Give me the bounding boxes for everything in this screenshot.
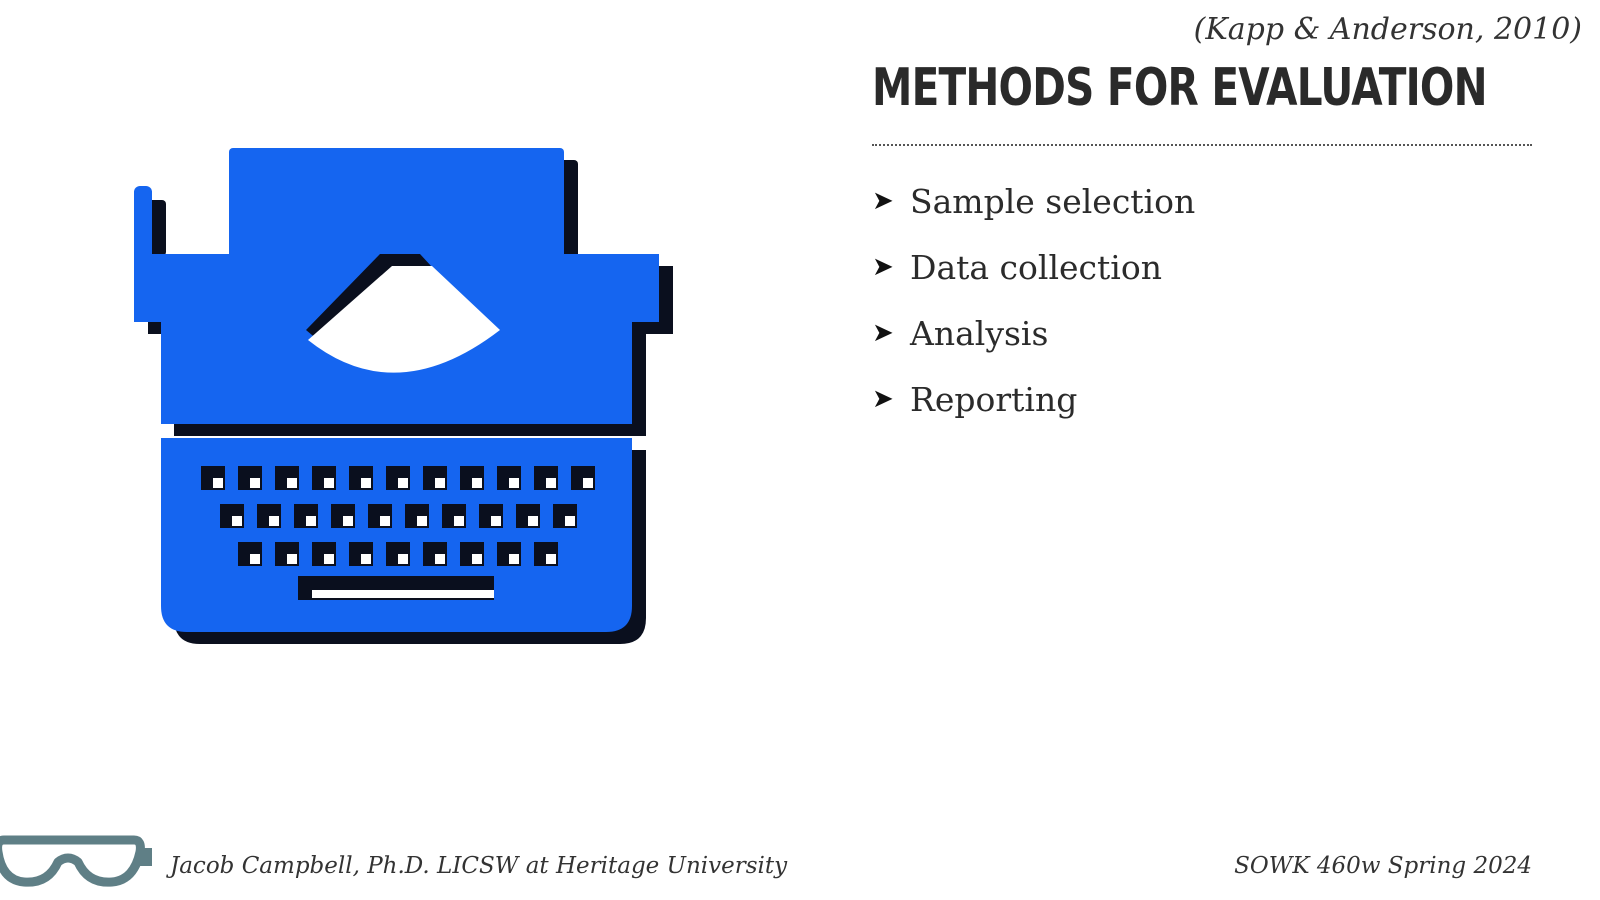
slide-title: METHODS FOR EVALUATION (872, 58, 1488, 118)
bullet-item: ➤ Reporting (872, 366, 1195, 432)
typewriter-key-highlight (361, 554, 371, 564)
typewriter-key-highlight (583, 478, 593, 488)
spacebar-highlight (312, 590, 494, 598)
typewriter-key-highlight (472, 554, 482, 564)
bullet-text: Analysis (910, 313, 1049, 353)
typewriter-key-highlight (454, 516, 464, 526)
typewriter-key-highlight (250, 478, 260, 488)
keyboard-keys (201, 466, 595, 566)
arrow-bullet-icon: ➤ (872, 318, 894, 348)
arrow-bullet-icon: ➤ (872, 252, 894, 282)
typewriter-key-highlight (565, 516, 575, 526)
typewriter-key-highlight (269, 516, 279, 526)
bullet-text: Data collection (910, 247, 1162, 287)
typewriter-key-highlight (509, 554, 519, 564)
typewriter-key-highlight (232, 516, 242, 526)
bullet-list: ➤ Sample selection ➤ Data collection ➤ A… (872, 168, 1195, 432)
typewriter-key-highlight (509, 478, 519, 488)
typewriter-key-highlight (398, 478, 408, 488)
typewriter-key-highlight (306, 516, 316, 526)
bullet-text: Reporting (910, 379, 1078, 419)
citation: (Kapp & Anderson, 2010) (1193, 12, 1582, 47)
title-divider (872, 144, 1532, 146)
goggles-icon (0, 835, 152, 887)
bullet-item: ➤ Sample selection (872, 168, 1195, 234)
footer-course: SOWK 460w Spring 2024 (1234, 853, 1532, 879)
bullet-item: ➤ Analysis (872, 300, 1195, 366)
typewriter-key-highlight (528, 516, 538, 526)
typewriter-key-highlight (472, 478, 482, 488)
typewriter-key-highlight (361, 478, 371, 488)
footer-author: Jacob Campbell, Ph.D. LICSW at Heritage … (170, 853, 788, 879)
typewriter-key-highlight (491, 516, 501, 526)
arrow-bullet-icon: ➤ (872, 384, 894, 414)
arrow-bullet-icon: ➤ (872, 186, 894, 216)
typewriter-key-highlight (398, 554, 408, 564)
bullet-text: Sample selection (910, 181, 1196, 221)
typewriter-key-highlight (287, 554, 297, 564)
typewriter-key-highlight (546, 478, 556, 488)
typewriter-key-highlight (250, 554, 260, 564)
typewriter-key-highlight (213, 478, 223, 488)
typewriter-key-highlight (324, 478, 334, 488)
typewriter-key-highlight (324, 554, 334, 564)
typewriter-key-highlight (435, 478, 445, 488)
bullet-item: ➤ Data collection (872, 234, 1195, 300)
typewriter-key-highlight (417, 516, 427, 526)
typewriter-key-highlight (380, 516, 390, 526)
typewriter-icon (134, 148, 673, 644)
typewriter-key-highlight (343, 516, 353, 526)
typewriter-opening (308, 266, 500, 373)
typewriter-key-highlight (546, 554, 556, 564)
typewriter-key-highlight (435, 554, 445, 564)
typewriter-key-highlight (287, 478, 297, 488)
